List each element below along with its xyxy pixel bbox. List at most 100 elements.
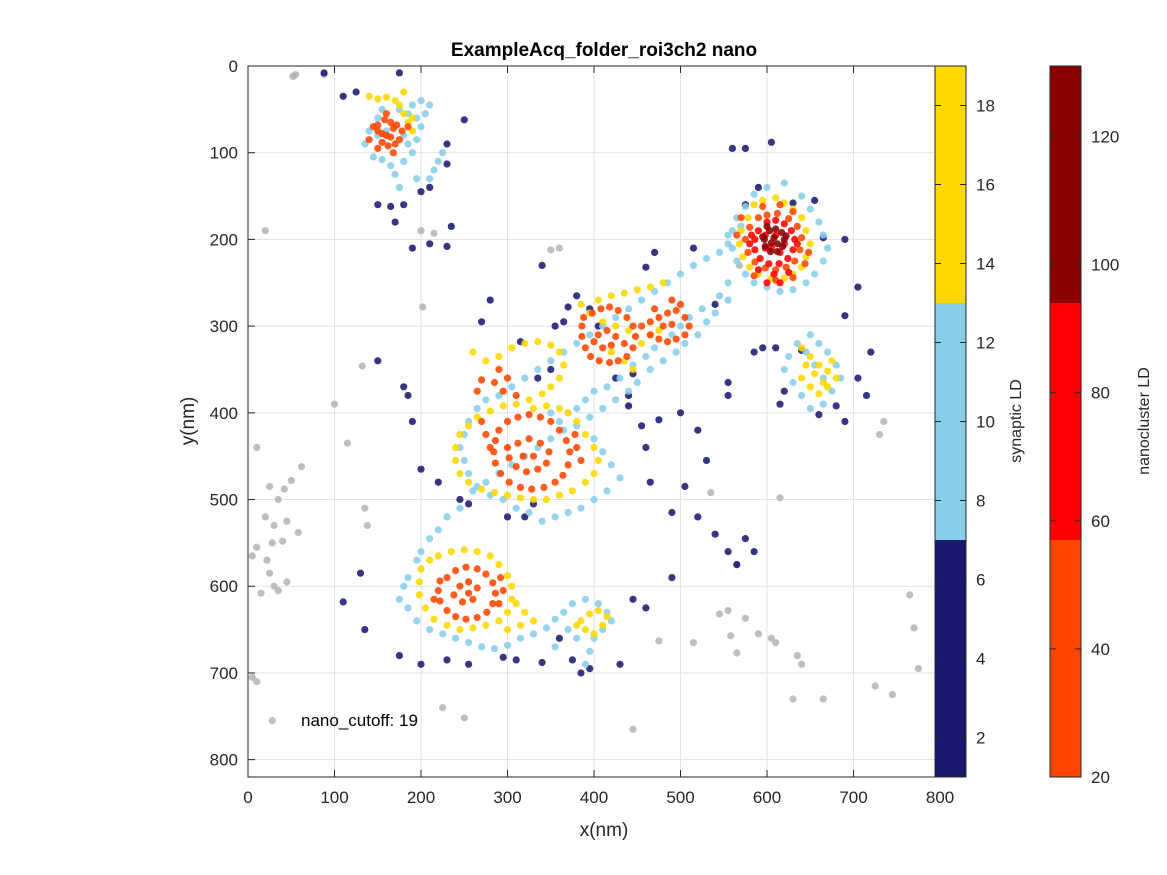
point-outside xyxy=(279,537,287,545)
point-nano-low xyxy=(469,595,477,603)
y-tick-label: 800 xyxy=(210,751,238,770)
point-outside xyxy=(547,246,555,254)
point-synaptic-high xyxy=(495,352,503,361)
point-synaptic-high xyxy=(516,494,525,502)
point-synaptic-high xyxy=(555,348,564,356)
point-synaptic-mid xyxy=(465,469,473,478)
point-synaptic-mid xyxy=(724,279,732,287)
point-synaptic-low xyxy=(638,422,646,430)
x-tick-label: 700 xyxy=(839,788,867,807)
point-nano-low xyxy=(659,322,667,330)
point-nano-low xyxy=(547,417,555,426)
point-nano-mid xyxy=(772,216,780,224)
colorbar-tick-label: 6 xyxy=(976,571,985,590)
plot-area: 0 100 200 300 400 500 600 700 800 0 100 200 300 400 5… xyxy=(210,57,967,807)
point-synaptic-high xyxy=(430,615,438,623)
point-outside xyxy=(268,539,276,547)
point-nano-low xyxy=(590,338,598,346)
point-synaptic-high xyxy=(581,430,590,439)
point-synaptic-mid xyxy=(676,270,685,278)
point-synaptic-mid xyxy=(426,101,434,109)
point-synaptic-low xyxy=(741,144,750,152)
point-synaptic-high xyxy=(620,289,628,297)
point-synaptic-high xyxy=(503,491,512,499)
point-synaptic-mid xyxy=(395,183,403,191)
point-synaptic-high xyxy=(577,300,585,308)
point-synaptic-high xyxy=(590,443,598,452)
point-synaptic-mid xyxy=(776,287,784,295)
point-outside xyxy=(270,521,278,530)
point-nano-low xyxy=(525,411,533,419)
point-nano-low xyxy=(395,136,403,144)
point-nano-low xyxy=(750,272,758,280)
point-nano-low xyxy=(581,344,590,352)
point-synaptic-low xyxy=(538,261,546,269)
point-outside xyxy=(361,504,369,512)
point-outside xyxy=(253,543,261,551)
point-synaptic-low xyxy=(387,202,395,211)
point-nano-low xyxy=(387,133,395,141)
point-synaptic-mid xyxy=(733,257,741,265)
point-nano-low xyxy=(744,248,752,256)
point-synaptic-mid xyxy=(616,474,624,482)
point-nano-low xyxy=(791,257,799,265)
point-synaptic-high xyxy=(802,227,810,235)
point-synaptic-high xyxy=(560,361,568,369)
point-synaptic-high xyxy=(746,263,754,271)
point-synaptic-high xyxy=(542,402,551,410)
point-nano-low xyxy=(434,587,442,595)
y-tick-label: 200 xyxy=(210,230,238,249)
point-synaptic-high xyxy=(594,456,602,465)
colorbar-tick-label: 10 xyxy=(976,413,995,432)
point-nano-low xyxy=(540,483,548,491)
point-outside xyxy=(880,417,888,426)
point-synaptic-mid xyxy=(521,374,529,382)
point-nano-low xyxy=(737,214,745,222)
point-synaptic-mid xyxy=(702,318,711,326)
point-synaptic-low xyxy=(486,296,494,304)
point-nano-mid xyxy=(793,240,801,248)
point-synaptic-low xyxy=(568,656,577,664)
point-synaptic-high xyxy=(646,283,654,291)
point-synaptic-mid xyxy=(724,240,732,248)
point-nano-low xyxy=(491,437,499,445)
point-nano-low xyxy=(631,332,640,341)
point-synaptic-high xyxy=(482,621,490,629)
point-synaptic-mid xyxy=(452,634,460,642)
point-synaptic-mid xyxy=(789,286,797,294)
point-synaptic-low xyxy=(356,569,365,577)
point-synaptic-mid xyxy=(646,365,654,374)
point-outside xyxy=(793,652,801,660)
colorbar-tick-label: 20 xyxy=(1091,768,1110,787)
point-synaptic-mid xyxy=(516,634,525,642)
point-synaptic-low xyxy=(400,383,408,391)
point-nano-low xyxy=(393,121,401,129)
point-nano-low xyxy=(620,339,628,348)
point-nano-low xyxy=(505,478,513,486)
point-nano-low xyxy=(578,322,586,330)
point-synaptic-mid xyxy=(798,391,806,400)
point-synaptic-mid xyxy=(638,296,646,304)
point-nano-low xyxy=(655,313,663,322)
point-synaptic-low xyxy=(465,500,473,508)
point-nano-high xyxy=(761,242,769,250)
point-nano-low xyxy=(606,303,614,311)
point-synaptic-low xyxy=(395,69,403,77)
point-nano-low xyxy=(495,426,503,434)
point-synaptic-high xyxy=(815,361,823,369)
point-synaptic-mid xyxy=(413,617,421,625)
point-synaptic-high xyxy=(415,578,423,586)
point-synaptic-high xyxy=(659,279,667,287)
point-nano-low xyxy=(551,478,559,486)
point-synaptic-high xyxy=(415,591,423,599)
point-synaptic-low xyxy=(417,660,425,668)
point-outside xyxy=(248,552,256,560)
point-outside xyxy=(257,589,265,597)
point-synaptic-mid xyxy=(676,322,685,330)
point-nano-low xyxy=(681,313,689,322)
point-synaptic-high xyxy=(516,621,525,629)
point-nano-low xyxy=(490,378,499,387)
point-synaptic-mid xyxy=(824,348,832,356)
point-synaptic-mid xyxy=(426,535,434,543)
